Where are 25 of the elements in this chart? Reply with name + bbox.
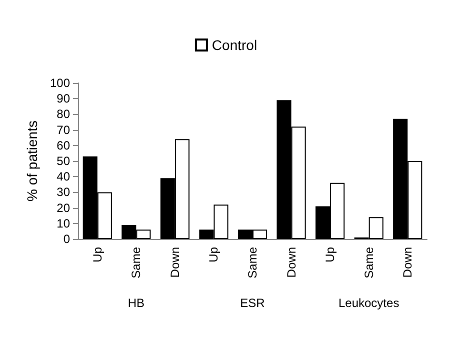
x-tick-label: Down xyxy=(284,247,298,278)
y-tick-label: 90 xyxy=(56,92,70,106)
text: HB xyxy=(128,296,145,310)
y-tick-label: 30 xyxy=(56,185,70,200)
y-tick-label: 50 xyxy=(56,154,70,168)
y-tick-label: 70 xyxy=(56,122,70,137)
x-tick-label: Up xyxy=(206,246,221,262)
x-tick-label: Up xyxy=(90,246,104,262)
y-tick-label: 20 xyxy=(56,200,70,215)
x-tick-label: Down xyxy=(400,247,415,278)
y-tick-label: 100 xyxy=(50,76,70,90)
x-tick-label: Same xyxy=(362,246,376,278)
x-tick-label: Same xyxy=(246,246,260,278)
y-tick-label: 0 xyxy=(63,232,70,246)
y-tick-label: 60 xyxy=(56,138,70,152)
x-tick-label: Same xyxy=(129,246,144,278)
y-axis-title: % of patients xyxy=(24,120,40,202)
legend-label: Control xyxy=(212,37,258,53)
y-tick-label: 40 xyxy=(56,170,70,184)
y-tick-label: 80 xyxy=(56,107,70,122)
text: Leukocytes xyxy=(338,296,400,310)
text: ESR xyxy=(240,296,266,310)
y-tick-label: 10 xyxy=(56,216,70,230)
x-tick-label: Down xyxy=(168,247,182,278)
x-tick-label: Up xyxy=(323,246,338,262)
